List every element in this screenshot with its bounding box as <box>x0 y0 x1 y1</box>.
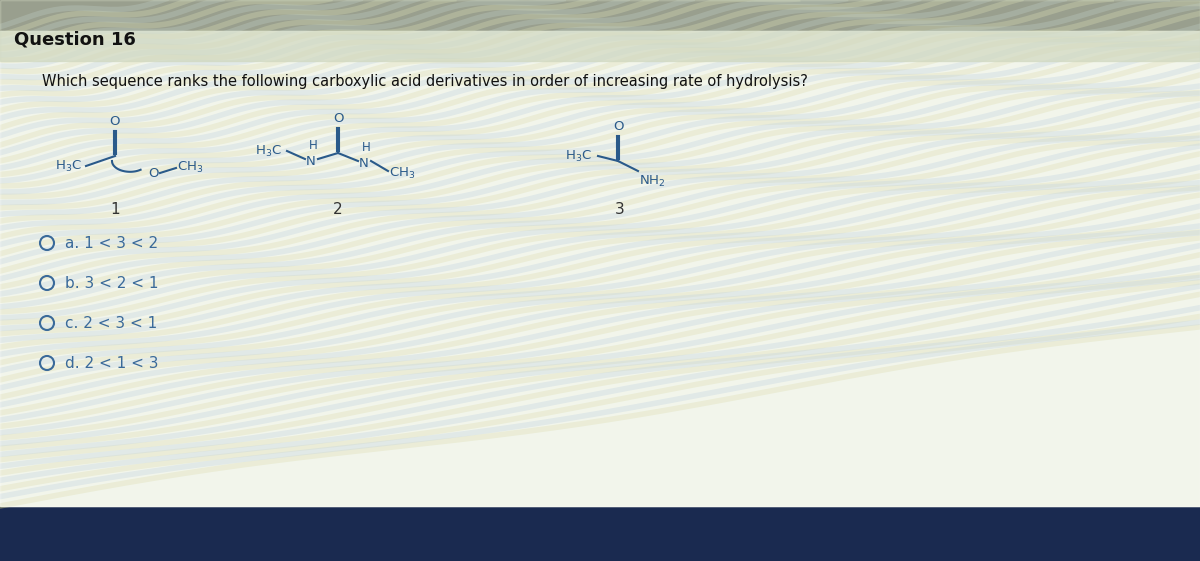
Bar <box>0 31 1200 506</box>
Text: O: O <box>109 115 120 128</box>
Text: H$_3$C: H$_3$C <box>565 149 592 164</box>
Text: O: O <box>613 120 623 133</box>
Text: 2: 2 <box>334 201 343 217</box>
Text: Question 16: Question 16 <box>14 30 136 48</box>
Text: O: O <box>148 167 158 180</box>
Text: H: H <box>308 139 317 151</box>
Text: H$_3$C: H$_3$C <box>55 158 82 173</box>
Text: H: H <box>361 140 371 154</box>
Bar <box>0 31 1200 506</box>
Text: b. 3 < 2 < 1: b. 3 < 2 < 1 <box>65 275 158 291</box>
Bar <box>0 0 1200 61</box>
Text: N: N <box>306 154 316 168</box>
Text: NH$_2$: NH$_2$ <box>640 174 666 189</box>
Text: H$_3$C: H$_3$C <box>256 144 282 159</box>
Text: a. 1 < 3 < 2: a. 1 < 3 < 2 <box>65 236 158 251</box>
Bar <box>0 0 1200 31</box>
Text: Which sequence ranks the following carboxylic acid derivatives in order of incre: Which sequence ranks the following carbo… <box>42 73 808 89</box>
Text: O: O <box>332 112 343 125</box>
Text: N: N <box>359 157 368 169</box>
Text: CH$_3$: CH$_3$ <box>178 159 204 174</box>
Text: CH$_3$: CH$_3$ <box>389 165 415 181</box>
Text: 1: 1 <box>110 201 120 217</box>
Text: d. 2 < 1 < 3: d. 2 < 1 < 3 <box>65 356 158 370</box>
Bar <box>0 506 1200 561</box>
Text: 3: 3 <box>616 201 625 217</box>
Text: c. 2 < 3 < 1: c. 2 < 3 < 1 <box>65 315 157 330</box>
